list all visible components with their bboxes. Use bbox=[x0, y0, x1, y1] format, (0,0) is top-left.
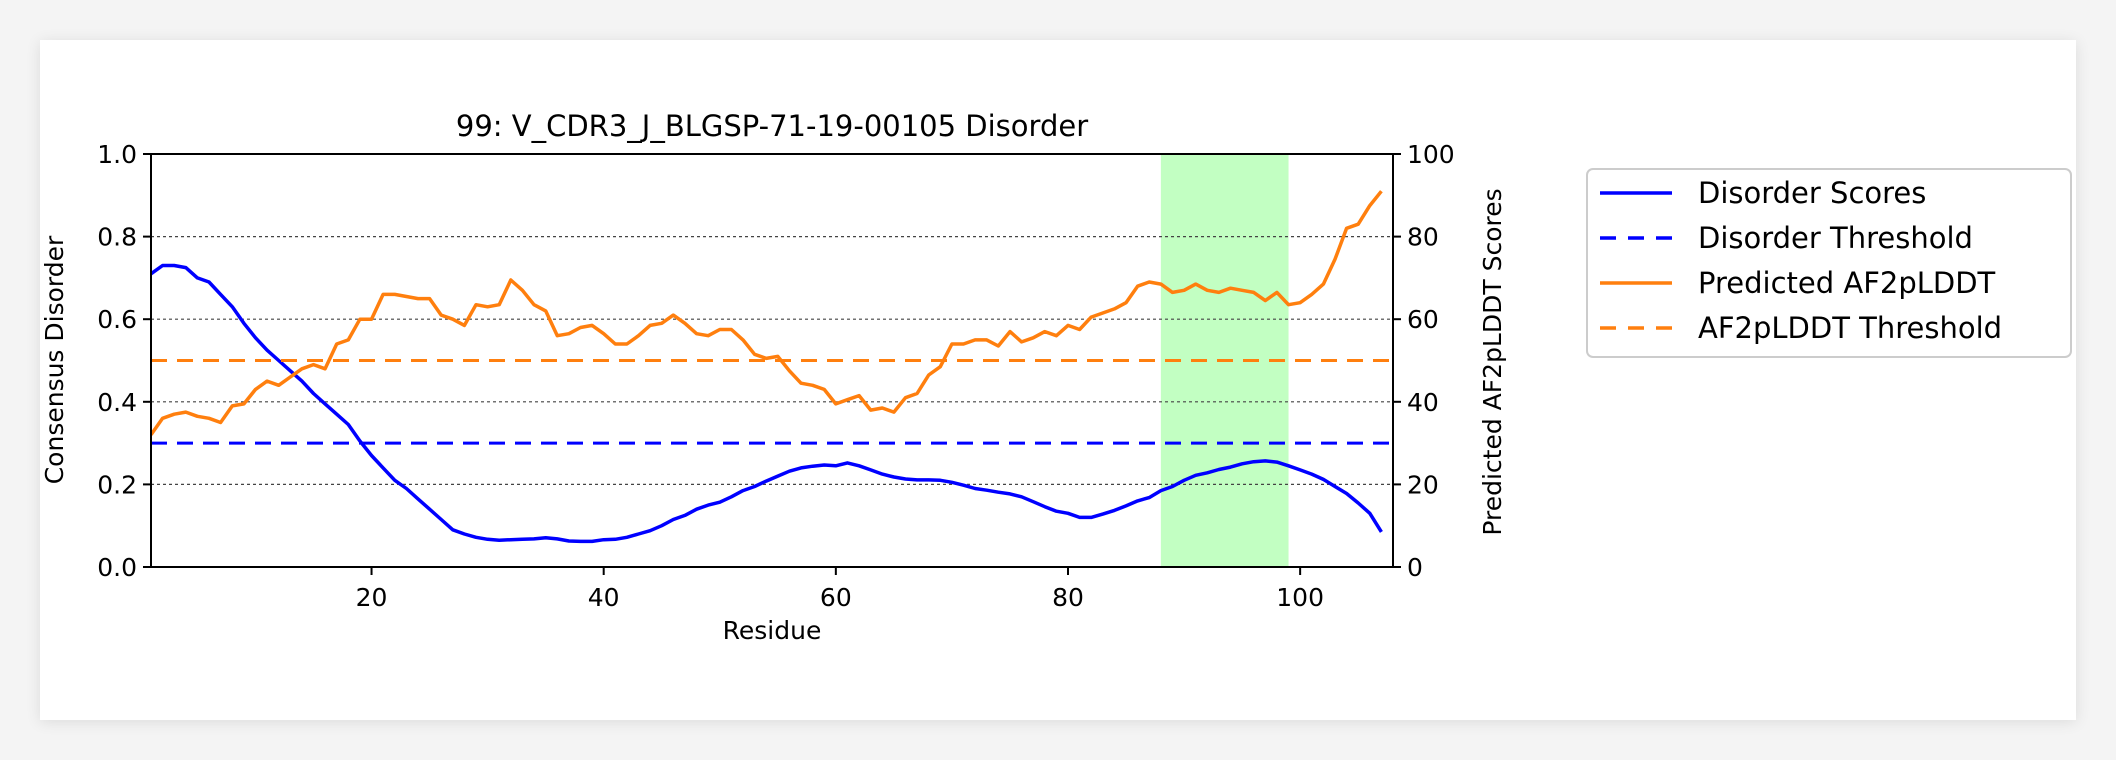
chart-title: 99: V_CDR3_J_BLGSP-71-19-00105 Disorder bbox=[456, 109, 1088, 143]
y-axis-label: Consensus Disorder bbox=[40, 235, 69, 484]
y2-tick-label: 40 bbox=[1407, 388, 1439, 417]
y-tick-label: 0.2 bbox=[97, 470, 137, 499]
y2-tick-label: 100 bbox=[1407, 140, 1455, 169]
x-tick-label: 60 bbox=[820, 583, 852, 612]
x-tick-label: 100 bbox=[1276, 583, 1324, 612]
legend-label-disorder-scores: Disorder Scores bbox=[1698, 176, 1926, 210]
legend-frame bbox=[1586, 168, 2072, 358]
y2-tick-label: 80 bbox=[1407, 223, 1439, 252]
legend-label-predicted-af2plddt: Predicted AF2pLDDT bbox=[1698, 266, 1996, 300]
x-tick-label: 80 bbox=[1052, 583, 1084, 612]
y-tick-label: 0.6 bbox=[97, 305, 137, 334]
x-tick-label: 40 bbox=[588, 583, 620, 612]
x-tick-label: 20 bbox=[356, 583, 388, 612]
y-tick-label: 0.0 bbox=[97, 553, 137, 582]
y-tick-label: 0.8 bbox=[97, 223, 137, 252]
plot-frame bbox=[150, 153, 1394, 568]
series-disorder-scores bbox=[151, 263, 1383, 544]
series-predicted-af2plddt bbox=[151, 190, 1383, 436]
y2-axis-label: Predicted AF2pLDDT Scores bbox=[1478, 188, 1507, 535]
y2-tick-label: 20 bbox=[1407, 470, 1439, 499]
legend-label-disorder-threshold: Disorder Threshold bbox=[1698, 221, 1973, 255]
series-layer bbox=[151, 190, 1393, 544]
axes: 0.0 0.2 0.4 0.6 0.8 1.0 0 20 40 60 80 100 20 40 60 80 10… bbox=[97, 140, 1454, 612]
y-tick-label: 0.4 bbox=[97, 388, 137, 417]
x-axis-label: Residue bbox=[723, 616, 822, 645]
legend-label-af2plddt-threshold: AF2pLDDT Threshold bbox=[1698, 311, 2002, 345]
legend: Disorder Scores Disorder Threshold Predict… bbox=[1586, 168, 2072, 358]
y-tick-label: 1.0 bbox=[97, 140, 137, 169]
y2-tick-label: 60 bbox=[1407, 305, 1439, 334]
y2-tick-label: 0 bbox=[1407, 553, 1423, 582]
